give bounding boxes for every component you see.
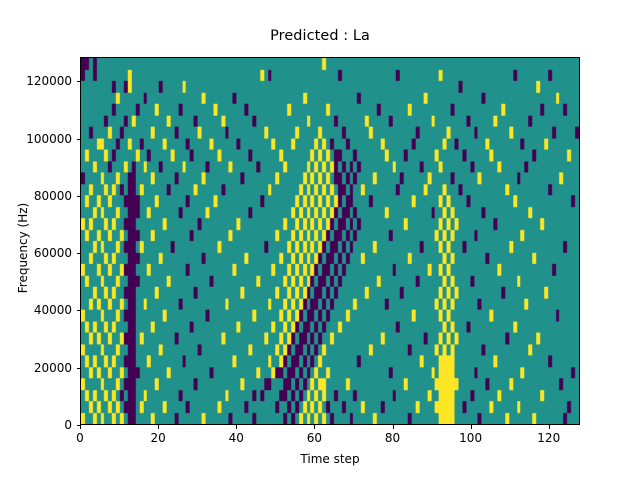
x-tick-mark [548,425,550,429]
y-tick-label: 40000 [33,303,72,318]
y-tick-label: 60000 [33,246,72,261]
x-tick-label: 100 [459,431,483,445]
x-tick-mark [80,425,81,429]
heatmap-axes[interactable] [80,57,580,425]
y-tick-label: 100000 [26,131,72,146]
x-axis-label: Time step [300,452,360,466]
y-tick-mark [76,310,80,312]
x-tick-mark [470,425,472,429]
y-tick-label: 80000 [33,188,72,203]
y-tick-label: 120000 [26,74,72,89]
x-tick-mark [392,425,394,429]
y-tick-mark [76,81,80,83]
y-tick-mark [76,253,80,255]
y-tick-mark [76,367,80,369]
x-tick-label: 120 [537,431,561,445]
x-tick-label: 60 [306,431,323,445]
y-tick-mark [76,195,80,197]
x-tick-label: 80 [384,431,401,445]
y-axis-label: Frequency (Hz) [16,202,30,294]
y-tick-label: 0 [64,418,72,432]
y-tick-label: 20000 [33,360,72,375]
y-tick-mark [76,138,80,140]
x-tick-mark [236,425,238,429]
x-tick-label: 40 [228,431,244,445]
x-tick-mark [314,425,316,429]
heatmap-image [81,58,579,424]
x-tick-mark [158,425,160,429]
chart-title: Predicted : La [270,28,370,44]
x-tick-label: 0 [76,431,84,445]
x-tick-label: 20 [150,431,166,445]
y-tick-mark [76,425,80,426]
